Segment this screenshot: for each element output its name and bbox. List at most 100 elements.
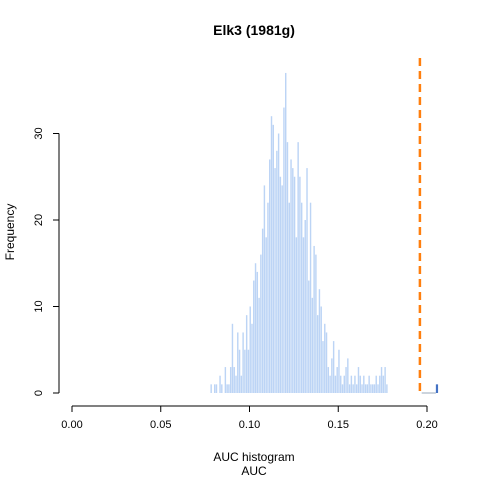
histogram-bar xyxy=(226,384,228,393)
histogram-bar xyxy=(364,384,367,393)
histogram-bar xyxy=(343,375,345,393)
histogram-bar xyxy=(242,332,244,393)
histogram-bar xyxy=(279,176,282,393)
histogram-bar xyxy=(329,375,331,393)
histogram-bar xyxy=(269,159,271,393)
histogram-bar xyxy=(233,367,235,393)
histogram-bar xyxy=(300,202,303,393)
histogram-bar xyxy=(379,375,381,393)
histogram-bar xyxy=(290,159,292,393)
histogram-bar xyxy=(325,332,328,393)
histogram-bar xyxy=(354,375,356,393)
histogram-bar xyxy=(386,384,388,393)
y-tick-label: 10 xyxy=(33,300,45,312)
histogram-bar xyxy=(276,150,278,393)
histogram-bar xyxy=(359,375,361,393)
x-tick-label: 0.05 xyxy=(150,419,171,431)
histogram-bar xyxy=(258,297,260,393)
y-tick-label: 20 xyxy=(33,214,45,226)
histogram-bar xyxy=(304,220,306,393)
histogram-bar xyxy=(356,384,358,393)
histogram-bar xyxy=(334,375,337,393)
histogram-bar xyxy=(240,375,243,393)
histogram-bar xyxy=(336,367,338,393)
y-axis: 0 10 20 30 xyxy=(33,127,60,396)
histogram-bar xyxy=(265,237,267,393)
histogram-bar xyxy=(377,384,379,393)
histogram-bar xyxy=(327,367,330,393)
histogram-bar xyxy=(283,107,285,394)
histogram-bar xyxy=(375,375,377,393)
x-axis-label: AUC xyxy=(241,464,267,478)
histogram-bar xyxy=(224,367,227,393)
y-tick-label: 0 xyxy=(33,390,45,396)
histogram-bar xyxy=(382,375,385,393)
histogram-bar xyxy=(270,116,273,393)
histogram-bar xyxy=(357,367,360,393)
histogram-bar xyxy=(281,185,283,393)
histogram-bar xyxy=(245,315,248,393)
histogram-bar xyxy=(302,237,305,393)
histogram-bar xyxy=(288,202,290,393)
histogram-bar xyxy=(315,254,317,393)
extra-bins xyxy=(421,384,439,394)
histogram-bar xyxy=(299,176,301,393)
histogram-bar xyxy=(285,72,287,393)
histogram-bar xyxy=(219,375,221,393)
histogram-bar xyxy=(350,375,353,393)
histogram-bar xyxy=(253,280,255,393)
histogram-bar xyxy=(295,237,298,393)
x-axis: 0.00 0.05 0.10 0.15 0.20 xyxy=(61,405,438,431)
histogram-bar xyxy=(272,124,274,393)
histogram-bar xyxy=(229,367,232,393)
histogram-bar xyxy=(313,245,315,393)
histogram-bar xyxy=(352,384,354,393)
histogram-bar xyxy=(286,142,289,393)
histogram-bar xyxy=(331,358,333,393)
histogram-bar xyxy=(309,202,312,393)
histogram-bar xyxy=(318,289,321,393)
histogram-bar xyxy=(238,349,241,393)
histogram-bar xyxy=(322,341,324,393)
x-tick-label: 0.20 xyxy=(416,419,437,431)
x-tick-label: 0.00 xyxy=(61,419,82,431)
histogram-bar xyxy=(380,367,383,393)
histogram-bar xyxy=(260,254,262,393)
histogram-bar xyxy=(306,168,308,393)
x-tick-label: 0.15 xyxy=(328,419,349,431)
histogram-bar xyxy=(228,384,230,393)
histogram-bar xyxy=(363,375,365,393)
histogram-bar xyxy=(215,384,218,393)
histogram-bar xyxy=(384,367,386,393)
histogram-bar xyxy=(320,306,322,393)
histogram-bar xyxy=(235,375,237,393)
histogram-bar xyxy=(316,315,319,393)
histogram-bar xyxy=(340,375,342,393)
histogram-bar xyxy=(297,142,299,393)
histogram-bar xyxy=(308,280,310,393)
histogram-bar xyxy=(293,176,296,393)
histogram-bar xyxy=(292,168,294,393)
histogram-bar xyxy=(348,384,351,393)
histogram-bar xyxy=(366,384,369,393)
y-tick-label: 30 xyxy=(33,127,45,139)
histogram-bar xyxy=(373,384,376,393)
x-axis-subtitle: AUC histogram xyxy=(213,450,294,464)
histogram-bar xyxy=(368,375,370,393)
y-axis-label: Frequency xyxy=(3,204,17,261)
histogram-bar xyxy=(277,133,280,393)
histogram-bar xyxy=(231,323,234,393)
histogram-bar xyxy=(347,358,349,393)
histogram-bar xyxy=(341,384,344,393)
histogram-bar xyxy=(210,384,212,393)
histogram-bar xyxy=(332,341,335,393)
histogram-bar xyxy=(345,367,347,393)
histogram-bar xyxy=(338,349,340,393)
histogram-bar xyxy=(254,263,257,393)
histogram-bar xyxy=(251,323,253,393)
histogram-bar xyxy=(237,332,239,393)
histogram-bar xyxy=(249,306,251,393)
histogram-bar xyxy=(256,271,259,393)
highlighted-bin xyxy=(435,384,439,393)
